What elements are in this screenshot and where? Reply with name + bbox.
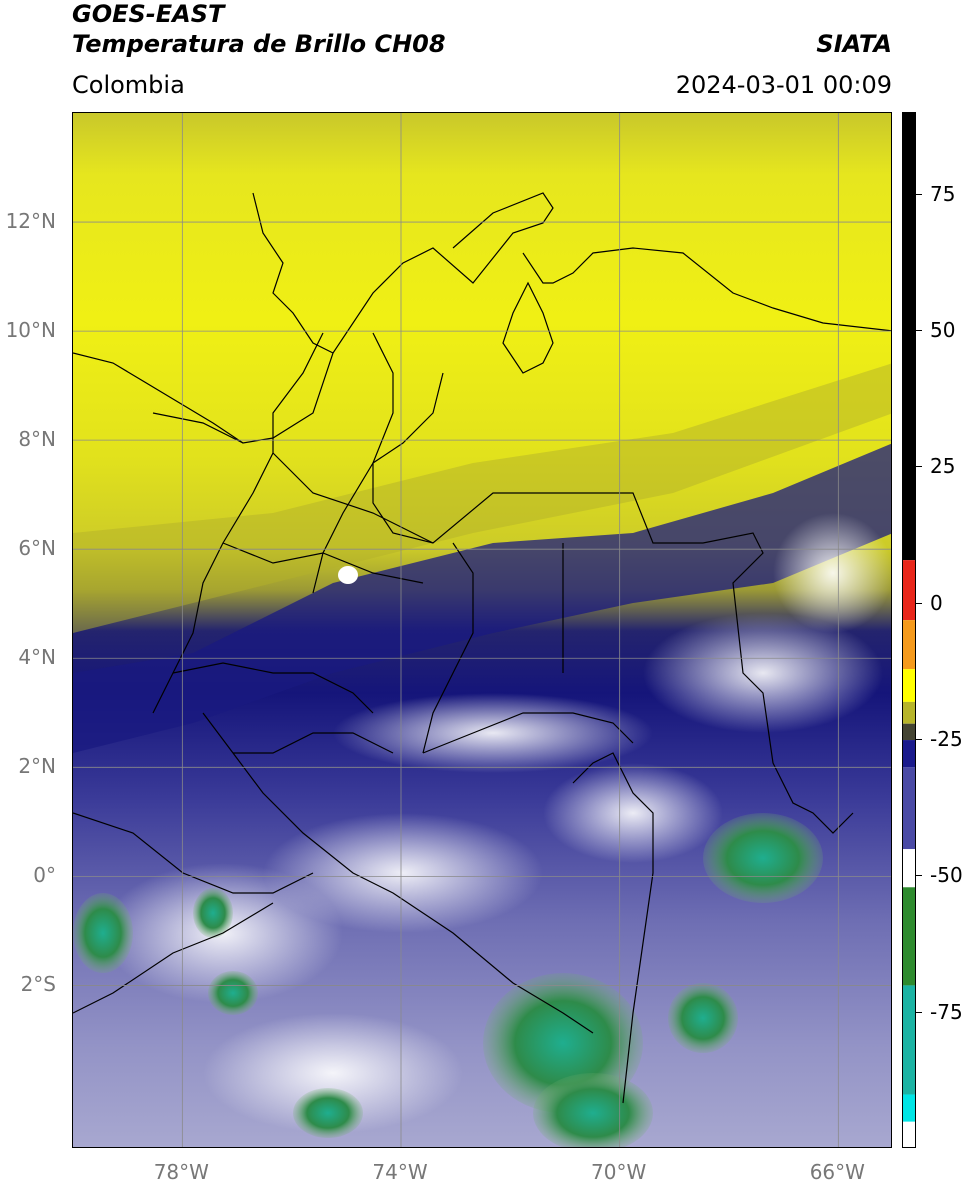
lat-tick-label: 10°N: [5, 318, 56, 343]
colorbar-tick-label: 0: [930, 590, 943, 615]
colombia-ecuador-border: [202, 712, 594, 1034]
convective-cell-5: [73, 893, 133, 973]
colorbar-tick-label: 50: [930, 318, 956, 343]
colorbar-segment: [903, 560, 915, 621]
colorbar-segment: [903, 767, 915, 850]
lat-tick-label: 2°N: [18, 754, 56, 779]
colorbar-tick-label: -25: [930, 727, 963, 752]
internal-division-7: [172, 662, 374, 714]
colorbar-canvas: [903, 113, 915, 1147]
lat-tick-label: 8°N: [18, 427, 56, 452]
cloud-white-2: [263, 813, 543, 933]
cloud-white-small: [338, 566, 358, 584]
convective-cell-7: [208, 971, 258, 1015]
colorbar-segment: [903, 849, 915, 888]
internal-division-4: [422, 712, 634, 754]
colorbar-segment: [903, 985, 915, 1095]
title-product: Temperatura de Brillo CH08: [72, 30, 446, 58]
cloud-white-7: [773, 513, 891, 633]
colorbar-segment: [903, 620, 915, 670]
pacific-coast: [73, 812, 314, 894]
colorbar-tick: [916, 875, 922, 877]
internal-division-3: [422, 542, 474, 754]
colorbar-tick-label: 75: [930, 181, 956, 206]
internal-division-5: [272, 452, 434, 544]
colorbar-tick-label: 25: [930, 454, 956, 479]
colorbar-tick: [916, 466, 922, 468]
lon-tick-label: 74°W: [372, 1160, 428, 1184]
venezuela-coast: [522, 247, 891, 332]
panama-coast: [152, 412, 244, 444]
ecuador-peru-line: [73, 902, 274, 1014]
convective-cell-8: [193, 888, 233, 938]
graticule: [73, 113, 891, 1147]
cloud-band: [73, 443, 891, 753]
colorbar-segment: [903, 1094, 915, 1122]
cloud-white-5: [203, 1013, 463, 1133]
colorbar-tick-label: -50: [930, 863, 963, 888]
colorbar-segment: [903, 669, 915, 702]
colorbar-tick: [916, 1011, 922, 1013]
colombia-brazil-border: [572, 752, 654, 1104]
lon-tick-label: 66°W: [809, 1160, 865, 1184]
colorbar-segment: [903, 701, 915, 724]
cloud-white-3: [333, 693, 653, 773]
map-canvas: [73, 113, 891, 1147]
convective-cell-3: [703, 813, 823, 903]
convective-cell-2: [533, 1073, 653, 1147]
lat-tick-label: 0°: [33, 863, 56, 888]
colorbar: [902, 112, 916, 1148]
satellite-map: [72, 112, 892, 1148]
cloud-white-4: [643, 613, 883, 733]
convective-cell-4: [668, 983, 738, 1053]
colorbar-tick: [916, 602, 922, 604]
datetime-label: 2024-03-01 00:09: [675, 71, 892, 99]
internal-division-6: [222, 542, 424, 584]
internal-division-1: [152, 332, 324, 714]
colorbar-segment: [903, 113, 915, 561]
lon-tick-label: 70°W: [591, 1160, 647, 1184]
colorbar-tick-label: -75: [930, 999, 963, 1024]
lon-tick-label: 78°W: [153, 1160, 209, 1184]
colorbar-segment: [903, 1121, 915, 1147]
lat-tick-label: 12°N: [5, 209, 56, 234]
lat-tick-label: 6°N: [18, 536, 56, 561]
caribbean-coast: [73, 192, 554, 444]
colorbar-tick: [916, 330, 922, 332]
region-label: Colombia: [72, 71, 185, 99]
title-satellite: GOES-EAST: [72, 0, 225, 28]
lat-tick-label: 2°S: [20, 972, 56, 997]
colorbar-tick: [916, 739, 922, 741]
colorbar-segment: [903, 740, 915, 768]
source-label: SIATA: [816, 30, 892, 58]
colorbar-segment: [903, 723, 915, 741]
colombia-venezuela-border: [372, 372, 854, 834]
lat-tick-label: 4°N: [18, 645, 56, 670]
colorbar-segment: [903, 887, 915, 986]
olive-band: [73, 363, 891, 633]
convective-cell-6: [293, 1088, 363, 1138]
internal-division-10: [252, 192, 334, 354]
colorbar-tick: [916, 193, 922, 195]
cloud-white-6: [543, 763, 723, 863]
internal-division-8: [233, 732, 394, 754]
lake-maracaibo: [502, 281, 554, 374]
borders: [73, 192, 891, 1104]
